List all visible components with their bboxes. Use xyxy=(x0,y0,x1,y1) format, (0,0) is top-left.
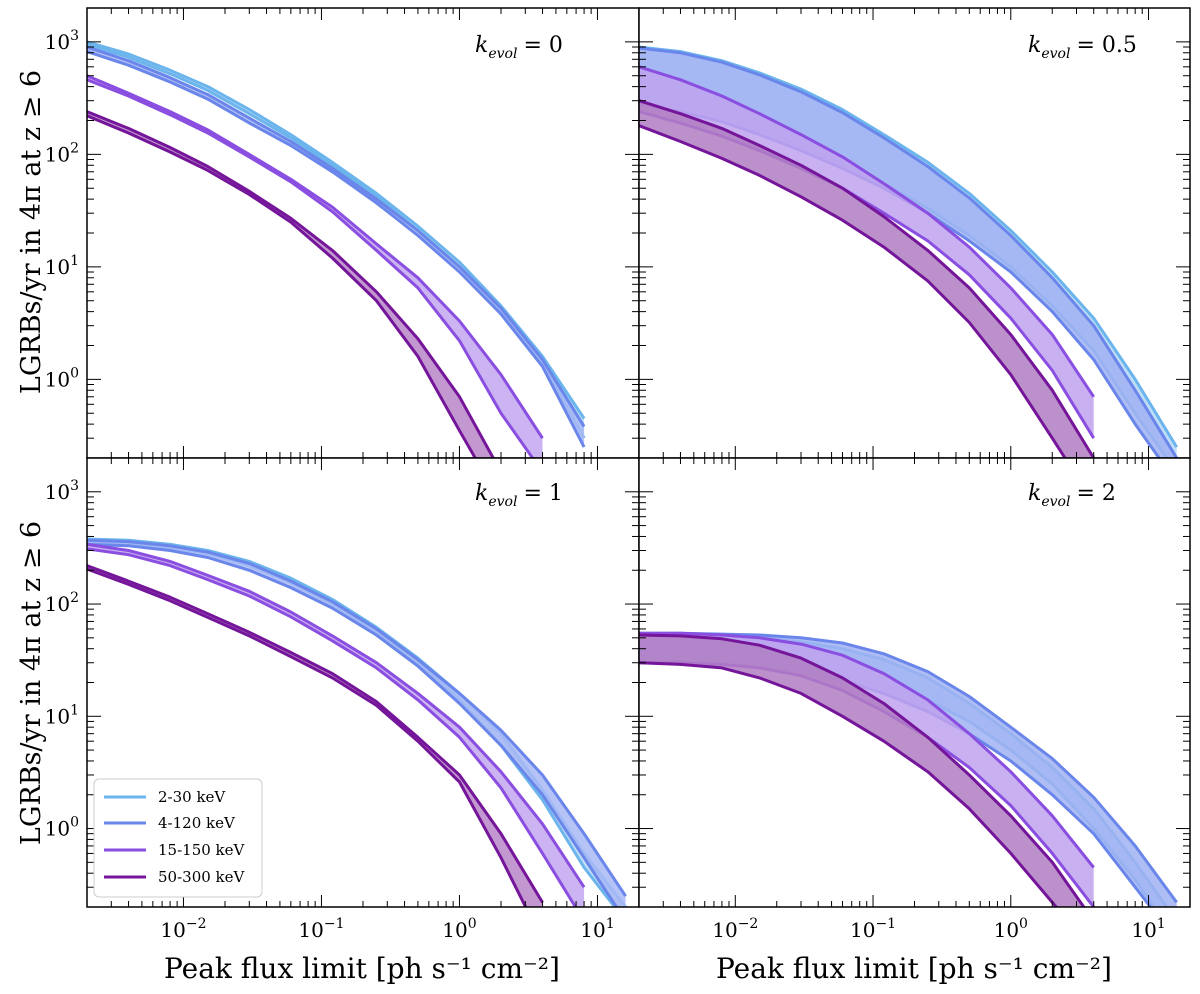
y-tick-label: 100 xyxy=(45,365,79,391)
series-50-300-kev-upper-line xyxy=(87,110,495,458)
series-15-150-kev-lower-line xyxy=(87,547,578,907)
legend-label-0: 2-30 keV xyxy=(158,788,226,806)
y-tick-label: 102 xyxy=(45,590,79,616)
series-15-150-kev-upper-line xyxy=(639,631,1095,869)
series-50-300-kev-lower-line xyxy=(87,567,528,907)
y-tick-label: 101 xyxy=(45,702,79,728)
ticks xyxy=(638,457,1191,908)
series-15-150-kev-upper-line xyxy=(87,542,586,889)
panel-label-2: kevol = 1 xyxy=(475,481,563,510)
legend-box xyxy=(93,778,263,898)
series-15-150-kev-band xyxy=(639,66,1094,439)
plot-area xyxy=(639,45,1178,458)
series-15-150-kev-upper-line xyxy=(87,74,544,440)
plot-area xyxy=(87,40,586,458)
ticks xyxy=(86,7,640,459)
x-axis-label-left: Peak flux limit [ph s⁻¹ cm⁻²] xyxy=(164,952,560,985)
x-tick-label: 10−1 xyxy=(298,916,344,942)
x-tick-label: 100 xyxy=(442,916,476,942)
x-tick-label: 101 xyxy=(1131,916,1165,942)
y-tick-label: 103 xyxy=(45,28,79,54)
x-tick-label: 100 xyxy=(994,916,1028,942)
series-50-300-kev-lower-line xyxy=(87,114,477,458)
y-tick-label: 101 xyxy=(45,253,79,279)
x-tick-label: 10−2 xyxy=(160,916,206,942)
series-50-300-kev-upper-line xyxy=(639,633,1086,907)
x-axis-label-right: Peak flux limit [ph s⁻¹ cm⁻²] xyxy=(716,952,1112,985)
series-50-300-kev-upper-line xyxy=(87,564,544,904)
y-axis-label-bottom: LGRBs/yr in 4π at z ≥ 6 xyxy=(16,521,47,845)
x-tick-label: 101 xyxy=(580,916,614,942)
y-axis-label-top: LGRBs/yr in 4π at z ≥ 6 xyxy=(16,70,47,394)
y-tick-label: 100 xyxy=(45,815,79,841)
series-50-300-kev-lower-line xyxy=(639,124,1067,458)
series-15-150-kev-upper-line xyxy=(639,65,1095,398)
series-2-30-kev-upper-line xyxy=(87,40,586,420)
series-50-300-kev-upper-line xyxy=(639,99,1095,458)
series-50-300-kev-band xyxy=(639,635,1084,907)
y-tick-label: 103 xyxy=(45,478,79,504)
legend: 2-30 keV 4-120 keV 15-150 keV 50-300 keV xyxy=(93,778,263,898)
panel-0: 103 102 101 100 xyxy=(45,7,640,459)
panel-label-3: kevol = 2 xyxy=(1028,481,1116,510)
ticks xyxy=(86,457,640,908)
legend-label-3: 50-300 keV xyxy=(158,868,246,886)
plot-area xyxy=(639,631,1178,907)
legend-label-2: 15-150 keV xyxy=(158,841,246,859)
series-50-300-kev-lower-line xyxy=(639,661,1059,907)
series-4-120-kev-upper-line xyxy=(87,538,627,897)
series-15-150-kev-lower-line xyxy=(87,78,535,458)
series-4-120-kev-lower-line xyxy=(87,50,586,448)
plot-area xyxy=(87,537,627,907)
panel-label-1: kevol = 0.5 xyxy=(1028,33,1137,62)
ticks xyxy=(638,7,1191,459)
x-tick-label: 10−1 xyxy=(850,916,896,942)
legend-label-1: 4-120 keV xyxy=(158,814,236,832)
series-4-120-kev-upper-line xyxy=(639,46,1178,458)
series-50-300-kev-band xyxy=(639,100,1094,458)
panel-3: 10−2 10−1 100 101 xyxy=(638,457,1191,942)
panel-label-0: kevol = 0 xyxy=(475,33,563,62)
series-4-120-kev-upper-line xyxy=(87,45,586,428)
series-4-120-kev-lower-line xyxy=(87,542,619,907)
x-tick-label: 10−2 xyxy=(712,916,758,942)
y-tick-label: 102 xyxy=(45,140,79,166)
panel-1 xyxy=(638,7,1191,459)
